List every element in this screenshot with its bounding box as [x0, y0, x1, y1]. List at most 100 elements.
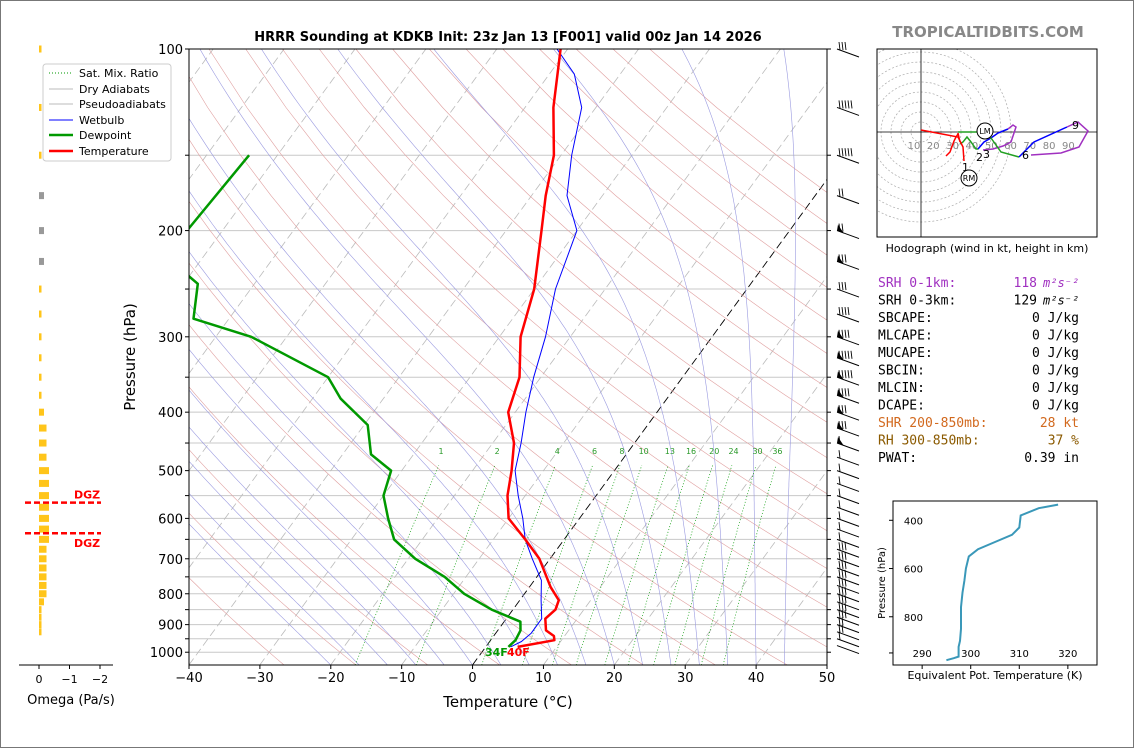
wind-barb-feather — [841, 188, 844, 197]
wind-barb-staff — [836, 576, 860, 586]
wind-barb-feather — [841, 223, 844, 232]
hodo-height-label: 9 — [1072, 119, 1079, 132]
wind-barb-feather — [841, 350, 844, 359]
omega-bar — [39, 564, 47, 572]
moist-adiabat — [783, 49, 796, 665]
wind-barb-staff — [836, 538, 860, 548]
omega-bar — [39, 503, 49, 511]
wind-barb-feather — [844, 281, 847, 291]
y-tick-label: 600 — [158, 512, 183, 527]
theta-x-tick-label: 320 — [1058, 649, 1077, 660]
omega-bar — [39, 613, 42, 621]
moist-adiabat — [189, 251, 530, 665]
param-value: 118 — [1014, 276, 1037, 291]
wind-barb-staff — [836, 456, 860, 466]
moist-adiabat — [189, 426, 417, 665]
surface-temp-label: 40F — [507, 646, 530, 659]
hodograph-caption: Hodograph (wind in kt, height in km) — [886, 242, 1089, 255]
omega-bar — [39, 45, 42, 53]
wind-barb-feather — [841, 586, 844, 595]
skewt-axes: −40 −30 −20 −10 0 10 20 30 40 50 100 200 300 400 500 60… — [150, 43, 835, 686]
x-tick-label: 10 — [535, 671, 552, 686]
wind-barb-feather — [844, 148, 847, 157]
x-tick-label: 0 — [468, 671, 476, 686]
theta-e-ylabel: Pressure (hPa) — [877, 547, 888, 619]
isotherm-line — [543, 275, 827, 665]
wind-barb-feather — [838, 610, 841, 619]
hodo-ring-label: 80 — [1043, 141, 1056, 152]
wind-barb-flag — [837, 255, 844, 265]
omega-bar — [39, 103, 42, 111]
y-tick-label: 900 — [158, 619, 183, 634]
wind-barb-staff — [836, 495, 860, 505]
moist-adiabat — [199, 49, 615, 665]
legend-wetbulb-label: Wetbulb — [79, 114, 124, 127]
param-label: PWAT: — [878, 451, 917, 466]
theta-plot-area — [946, 503, 1059, 662]
moist-adiabat — [681, 49, 757, 665]
wind-barb-feather — [838, 41, 841, 51]
mixing-ratio-line — [415, 465, 496, 665]
dry-adiabat — [189, 76, 827, 648]
wind-barb-feather — [841, 542, 844, 551]
dewpoint-profile — [189, 154, 522, 648]
wind-barb-feather — [847, 329, 850, 338]
wind-barb-feather — [844, 560, 847, 570]
omega-bar — [39, 439, 47, 447]
wind-barb-staff — [836, 593, 860, 603]
wind-barb-feather — [838, 435, 841, 445]
moist-adiabat — [553, 49, 728, 665]
omega-bar — [39, 354, 42, 362]
omega-tick-label: 0 — [36, 673, 43, 686]
omega-bar — [39, 373, 42, 381]
mixing-ratio-label: 20 — [709, 447, 719, 456]
wetbulb-profile — [510, 49, 583, 648]
omega-bar — [39, 628, 42, 636]
wind-barb-feather — [841, 254, 844, 263]
wind-barb-feather — [841, 100, 844, 109]
wind-barb-feather — [838, 617, 841, 626]
wind-barb-feather — [838, 388, 841, 397]
omega-bar — [39, 598, 44, 606]
omega-bar — [39, 514, 49, 522]
mixing-ratio-label: 2 — [495, 447, 500, 456]
omega-bar — [39, 453, 47, 461]
param-unit: m²s⁻² — [1042, 276, 1079, 290]
wind-barb-staff — [836, 584, 860, 594]
dry-adiabat — [208, 49, 827, 608]
wind-barb-staff — [836, 482, 860, 492]
wind-barb-feather — [850, 350, 853, 359]
legend: Sat. Mix. Ratio Dry Adiabats Pseudoadiab… — [42, 63, 172, 162]
hodo-ring-label: 50 — [985, 141, 998, 152]
mixing-ratio-line — [674, 465, 733, 665]
skewt-xlabel: Temperature (°C) — [442, 693, 572, 711]
dry-adiabat — [189, 577, 285, 665]
moist-adiabat — [189, 460, 388, 665]
wind-barb-feather — [838, 306, 841, 316]
hodo-ring-label: 40 — [966, 141, 979, 152]
wind-barb-flag — [837, 437, 844, 447]
mixing-ratio-label: 4 — [555, 447, 560, 456]
y-tick-label: 800 — [158, 588, 183, 603]
wind-barb-feather — [838, 551, 841, 560]
dry-adiabat — [355, 49, 827, 458]
isotherm-line — [401, 81, 827, 665]
isotherm-line — [684, 470, 827, 665]
omega-bar — [39, 590, 47, 598]
wind-barb-feather — [844, 254, 847, 263]
param-value: 37 % — [1048, 434, 1079, 449]
wind-barb-feather — [838, 488, 841, 497]
y-tick-label: 100 — [158, 43, 183, 58]
wind-barb-staff — [836, 506, 860, 516]
hodo-segment — [959, 135, 978, 150]
wind-barb-feather — [844, 578, 847, 587]
wind-barb-feather — [838, 463, 841, 472]
wind-barb-feather — [841, 560, 844, 570]
mixing-ratio-label: 1 — [439, 447, 444, 456]
wind-barb-feather — [838, 148, 841, 157]
param-unit: m²s⁻² — [1042, 294, 1079, 308]
mixing-ratio-label: 30 — [752, 447, 762, 456]
wind-barb-feather — [844, 586, 847, 595]
omega-bar — [39, 333, 42, 341]
param-value: 0.39 in — [1024, 451, 1079, 466]
